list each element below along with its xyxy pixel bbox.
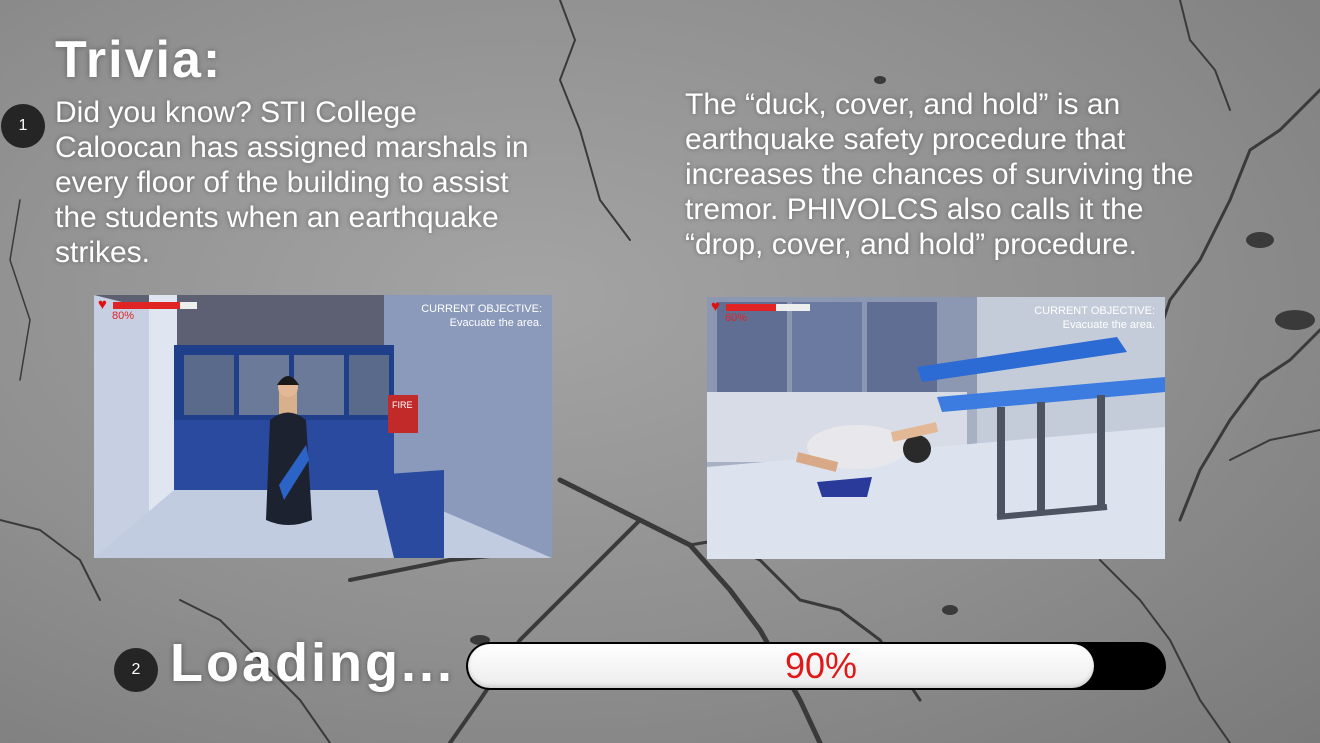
health-bar bbox=[726, 304, 810, 311]
heart-icon: ♥ bbox=[711, 298, 720, 315]
loading-progress-fill bbox=[468, 644, 1094, 688]
objective-title: CURRENT OBJECTIVE: bbox=[1034, 305, 1155, 317]
loading-progress-bar: 90% bbox=[466, 642, 1166, 690]
fire-alarm-sign: FIRE bbox=[392, 400, 413, 410]
objective-text: Evacuate the area. bbox=[449, 317, 542, 329]
classroom-scene-image bbox=[707, 297, 1165, 559]
objective-title: CURRENT OBJECTIVE: bbox=[421, 303, 542, 315]
objective-text: Evacuate the area. bbox=[1062, 319, 1155, 331]
trivia-fact-left: Did you know? STI College Caloocan has a… bbox=[55, 96, 529, 269]
objective-panel: CURRENT OBJECTIVE: Evacuate the area. bbox=[1034, 304, 1155, 332]
step-badge-1: 1 bbox=[1, 104, 45, 148]
gameplay-screenshot-hallway: FIRE ♥ 80% CURRENT OBJECTIVE: Evacuate t… bbox=[94, 295, 552, 558]
objective-panel: CURRENT OBJECTIVE: Evacuate the area. bbox=[421, 302, 542, 330]
hallway-scene-image: FIRE bbox=[94, 295, 552, 558]
heart-icon: ♥ bbox=[98, 296, 107, 313]
health-percent: 80% bbox=[112, 310, 135, 322]
health-percent: 60% bbox=[725, 312, 748, 324]
health-bar bbox=[113, 302, 197, 309]
health-bar-fill bbox=[726, 304, 777, 311]
step-badge-2: 2 bbox=[114, 648, 158, 692]
loading-label: Loading... bbox=[170, 633, 455, 693]
gameplay-screenshot-classroom: ♥ 60% CURRENT OBJECTIVE: Evacuate the ar… bbox=[707, 297, 1165, 559]
trivia-title: Trivia: bbox=[55, 31, 223, 89]
trivia-fact-right: The “duck, cover, and hold” is an earthq… bbox=[685, 88, 1194, 261]
loading-progress-percent: 90% bbox=[784, 645, 858, 686]
health-bar-fill bbox=[113, 302, 181, 309]
